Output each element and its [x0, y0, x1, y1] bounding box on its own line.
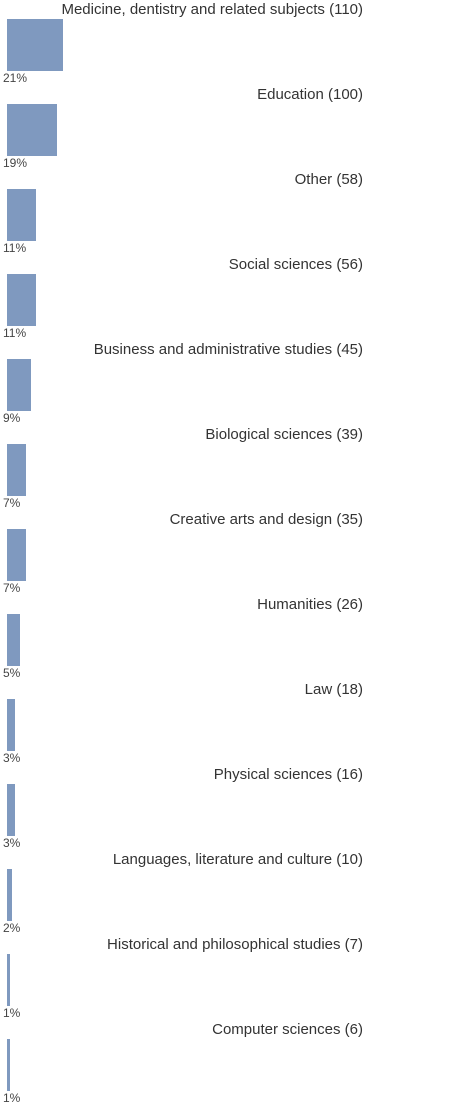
bar-row: Physical sciences (16) 3% — [0, 765, 467, 850]
category-label: Law (18) — [304, 681, 363, 698]
bar-row: Creative arts and design (35) 7% — [0, 510, 467, 595]
bar — [7, 614, 21, 666]
bar-row: Biological sciences (39) 7% — [0, 425, 467, 510]
bar — [7, 699, 15, 751]
bar-row: Education (100) 19% — [0, 85, 467, 170]
category-label: Medicine, dentistry and related subjects… — [61, 1, 363, 18]
bar — [7, 19, 63, 71]
bar-row: Law (18) 3% — [0, 680, 467, 765]
value-label: 5% — [3, 666, 21, 680]
bar-row: Other (58) 11% — [0, 170, 467, 255]
bar-row: Medicine, dentistry and related subjects… — [0, 0, 467, 85]
category-label: Physical sciences (16) — [213, 766, 363, 783]
bar — [7, 274, 37, 326]
value-label: 1% — [3, 1006, 21, 1020]
category-label: Humanities (26) — [257, 596, 363, 613]
bar-row: Humanities (26) 5% — [0, 595, 467, 680]
value-label: 21% — [3, 71, 28, 85]
bar — [7, 104, 58, 156]
bar-row: Historical and philosophical studies (7)… — [0, 935, 467, 1020]
category-label: Creative arts and design (35) — [169, 511, 363, 528]
bar-row: Languages, literature and culture (10) 2% — [0, 850, 467, 935]
bar — [7, 359, 31, 411]
value-label: 9% — [3, 411, 21, 425]
bar — [7, 869, 13, 921]
bar-row: Computer sciences (6) 1% — [0, 1020, 467, 1105]
bar-row: Business and administrative studies (45)… — [0, 340, 467, 425]
bar — [7, 444, 26, 496]
bar-row: Social sciences (56) 11% — [0, 255, 467, 340]
bar — [7, 189, 37, 241]
category-label: Historical and philosophical studies (7) — [107, 936, 363, 953]
category-label: Computer sciences (6) — [212, 1021, 363, 1038]
value-label: 11% — [3, 326, 27, 340]
value-label: 2% — [3, 921, 21, 935]
value-label: 7% — [3, 496, 21, 510]
category-label: Education (100) — [257, 86, 363, 103]
category-label: Business and administrative studies (45) — [93, 341, 363, 358]
category-label: Social sciences (56) — [228, 256, 363, 273]
value-label: 1% — [3, 1091, 21, 1105]
value-label: 11% — [3, 241, 27, 255]
bar — [7, 784, 15, 836]
value-label: 19% — [3, 156, 28, 170]
bar — [7, 529, 26, 581]
category-label: Biological sciences (39) — [205, 426, 363, 443]
value-label: 3% — [3, 836, 21, 850]
value-label: 7% — [3, 581, 21, 595]
bar — [7, 954, 10, 1006]
category-label: Other (58) — [294, 171, 363, 188]
bar — [7, 1039, 10, 1091]
value-label: 3% — [3, 751, 21, 765]
